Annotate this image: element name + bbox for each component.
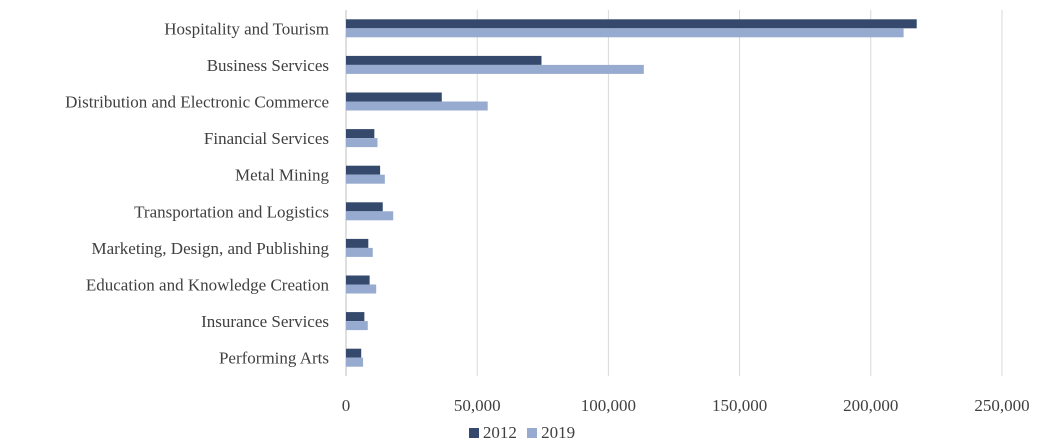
x-tick-labels: 0 50,000 100,000 150,000 200,000 250,000 — [342, 396, 1030, 415]
bar-2019 — [346, 284, 377, 294]
bar-2012 — [346, 202, 383, 212]
x-tick-label: 150,000 — [712, 396, 767, 415]
legend-label-2012: 2012 — [482, 423, 517, 442]
category-label: Performing Arts — [219, 349, 329, 368]
legend-swatch-2019 — [527, 428, 538, 438]
bar-2019 — [346, 101, 488, 111]
bar-2019 — [346, 247, 373, 257]
legend-item-2012: 2012 — [468, 423, 517, 443]
bar-2012 — [346, 348, 362, 358]
category-label: Distribution and Electronic Commerce — [65, 93, 329, 112]
bar-2019 — [346, 357, 364, 367]
bar-chart: Hospitality and Tourism Business Services… — [65, 10, 1030, 415]
bar-2012 — [346, 238, 369, 248]
bar-2019 — [346, 28, 904, 38]
x-tick-label: 100,000 — [581, 396, 636, 415]
bar-2019 — [346, 174, 385, 184]
category-label: Financial Services — [204, 129, 329, 148]
category-label: Transportation and Logistics — [134, 202, 329, 221]
bar-2019 — [346, 211, 394, 221]
x-tick-label: 50,000 — [454, 396, 501, 415]
category-label: Insurance Services — [201, 312, 329, 331]
category-label: Business Services — [207, 56, 329, 75]
bar-2012 — [346, 312, 365, 322]
x-tick-label: 200,000 — [843, 396, 898, 415]
bar-2019 — [346, 64, 644, 74]
bars — [346, 19, 917, 367]
x-tick-label: 250,000 — [974, 396, 1029, 415]
x-tick-label: 0 — [342, 396, 351, 415]
category-label: Marketing, Design, and Publishing — [91, 239, 329, 258]
bar-2019 — [346, 138, 378, 148]
bar-2012 — [346, 165, 381, 175]
legend-item-2019: 2019 — [527, 423, 575, 443]
bar-2012 — [346, 129, 375, 139]
bar-2012 — [346, 19, 917, 29]
legend-label-2019: 2019 — [541, 423, 576, 442]
category-labels: Hospitality and Tourism Business Services… — [65, 19, 329, 367]
bar-2012 — [346, 92, 442, 102]
legend-swatch-2012 — [468, 428, 479, 438]
bar-2012 — [346, 275, 370, 285]
legend: 2012 2019 — [0, 423, 1044, 443]
category-label: Metal Mining — [235, 166, 329, 185]
category-label: Hospitality and Tourism — [164, 19, 329, 38]
bar-2012 — [346, 55, 542, 65]
category-label: Education and Knowledge Creation — [86, 276, 330, 295]
bar-2019 — [346, 321, 368, 331]
